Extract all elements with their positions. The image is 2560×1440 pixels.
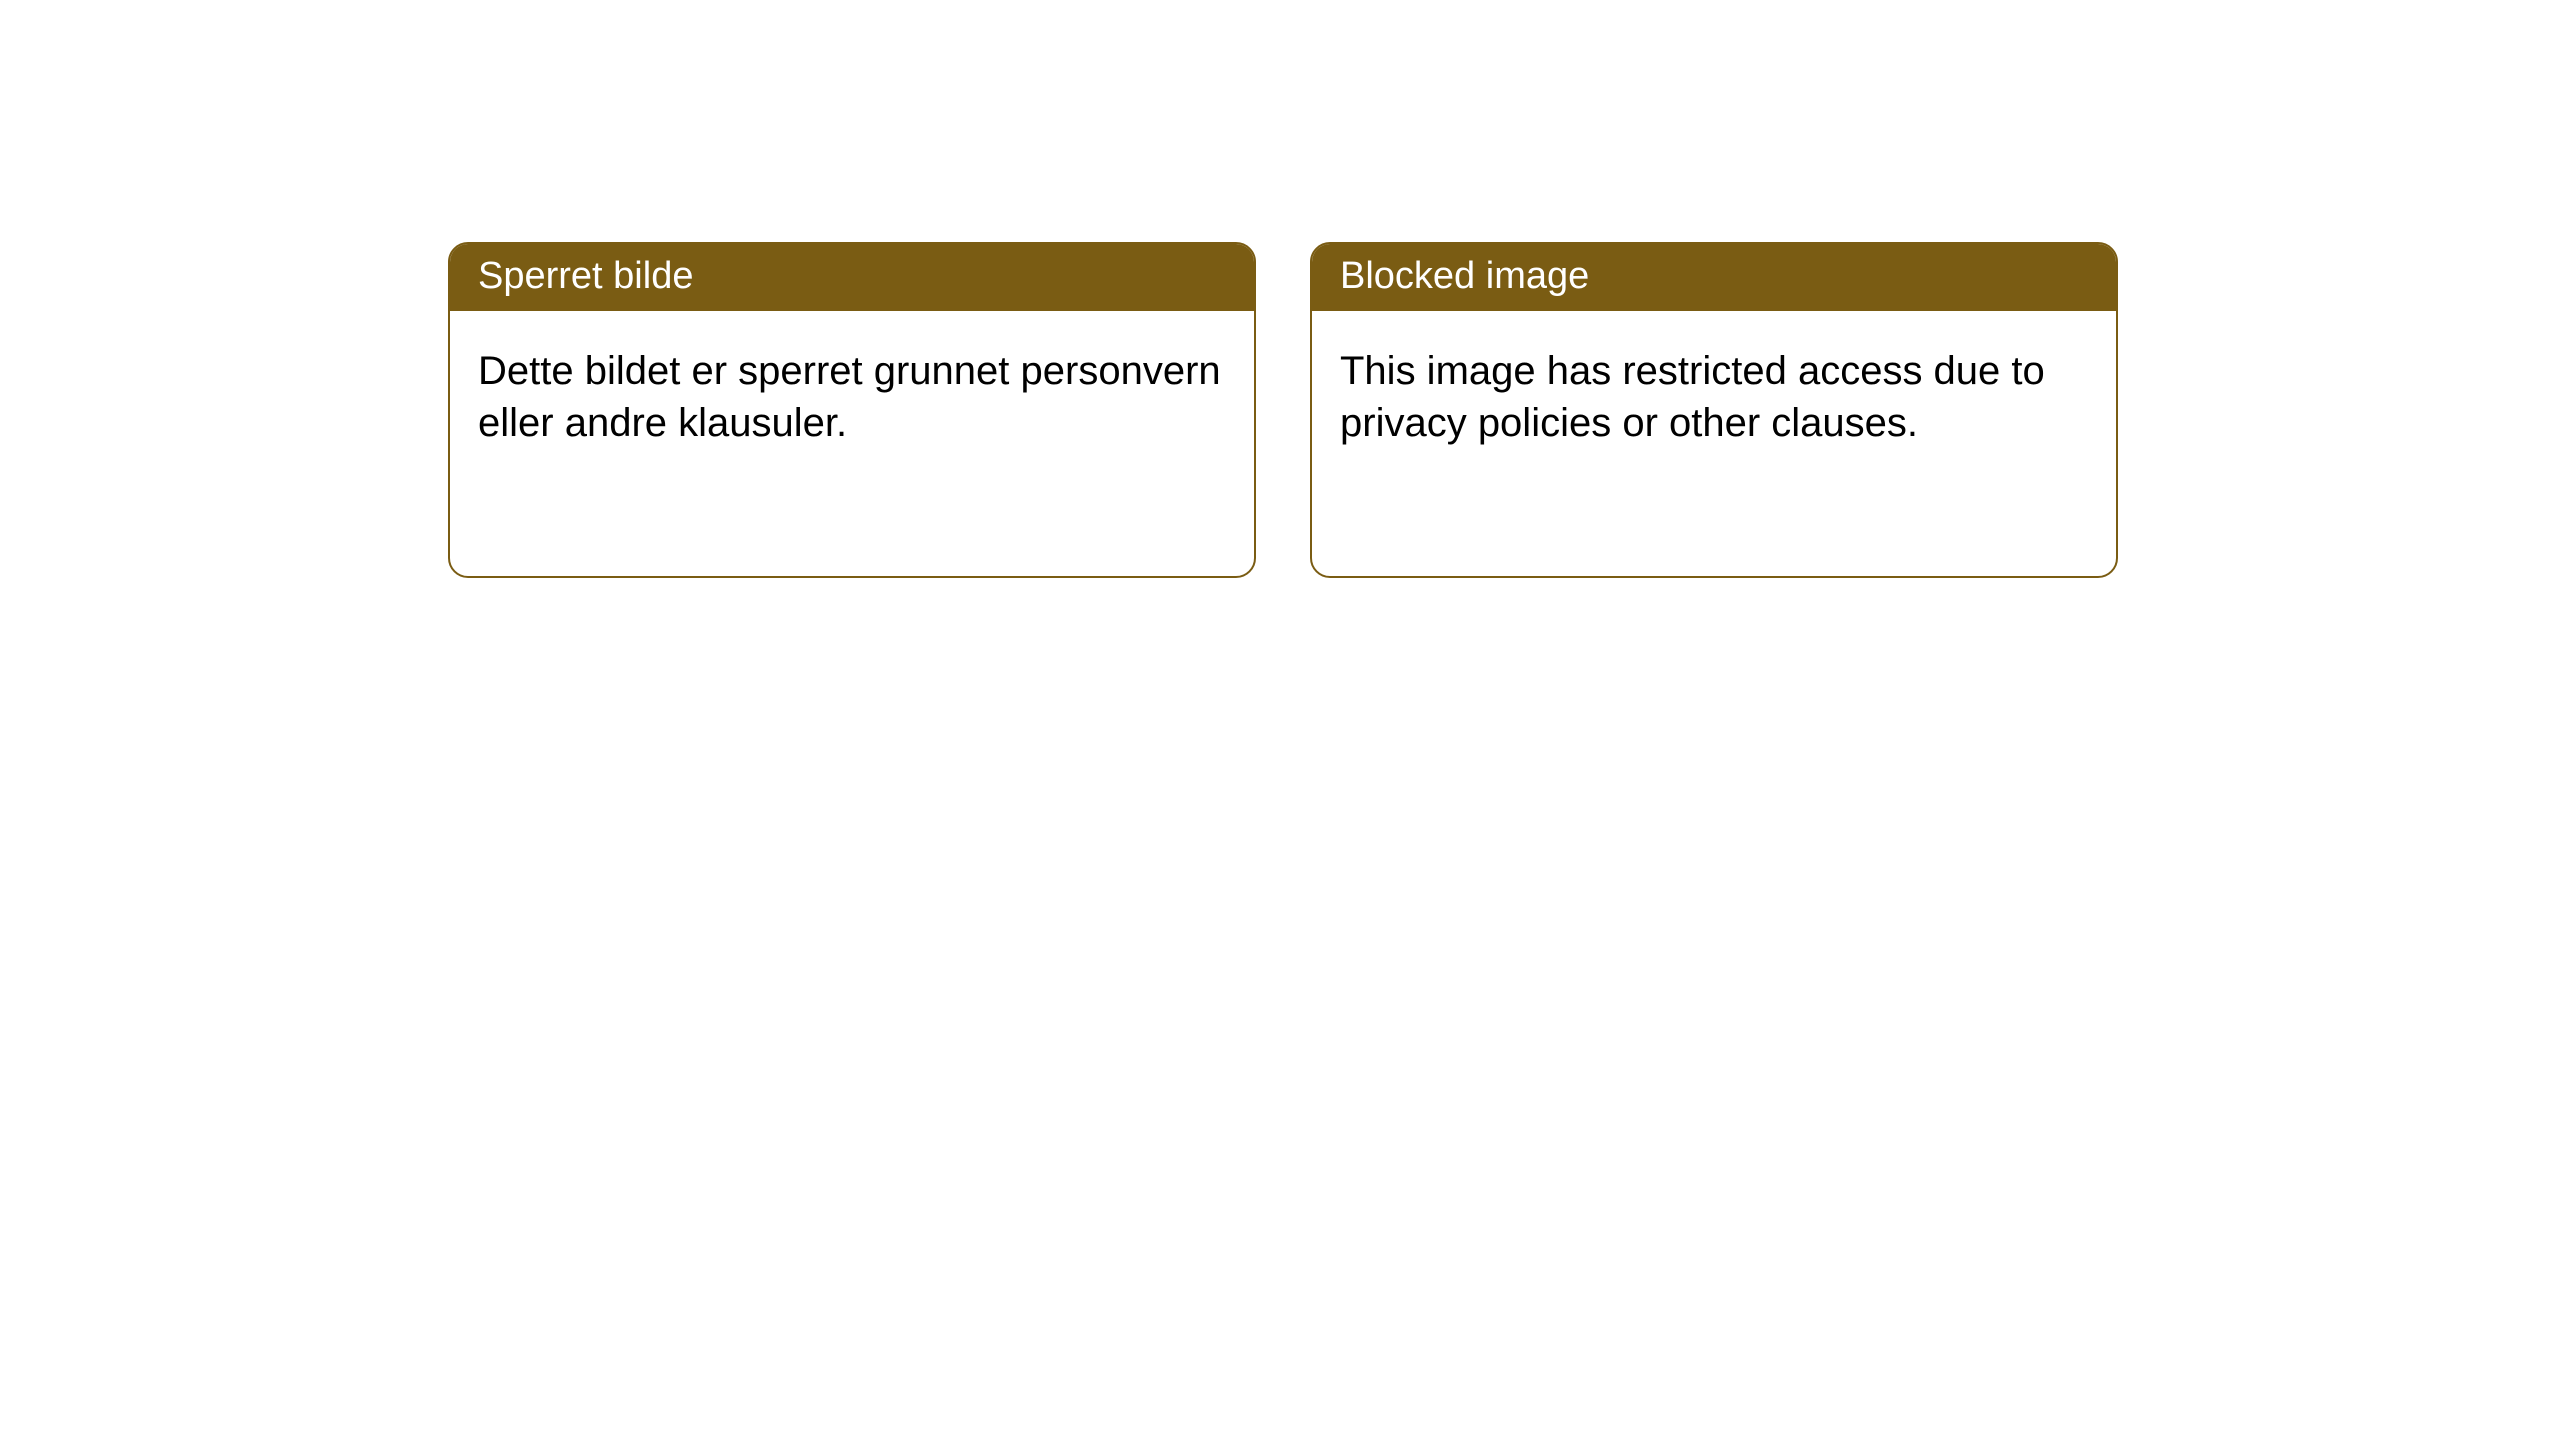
notice-title-norwegian: Sperret bilde: [450, 244, 1254, 311]
notice-card-english: Blocked image This image has restricted …: [1310, 242, 2118, 578]
notice-body-norwegian: Dette bildet er sperret grunnet personve…: [450, 311, 1254, 483]
notice-card-norwegian: Sperret bilde Dette bildet er sperret gr…: [448, 242, 1256, 578]
notice-container: Sperret bilde Dette bildet er sperret gr…: [0, 0, 2560, 578]
notice-body-english: This image has restricted access due to …: [1312, 311, 2116, 483]
notice-title-english: Blocked image: [1312, 244, 2116, 311]
